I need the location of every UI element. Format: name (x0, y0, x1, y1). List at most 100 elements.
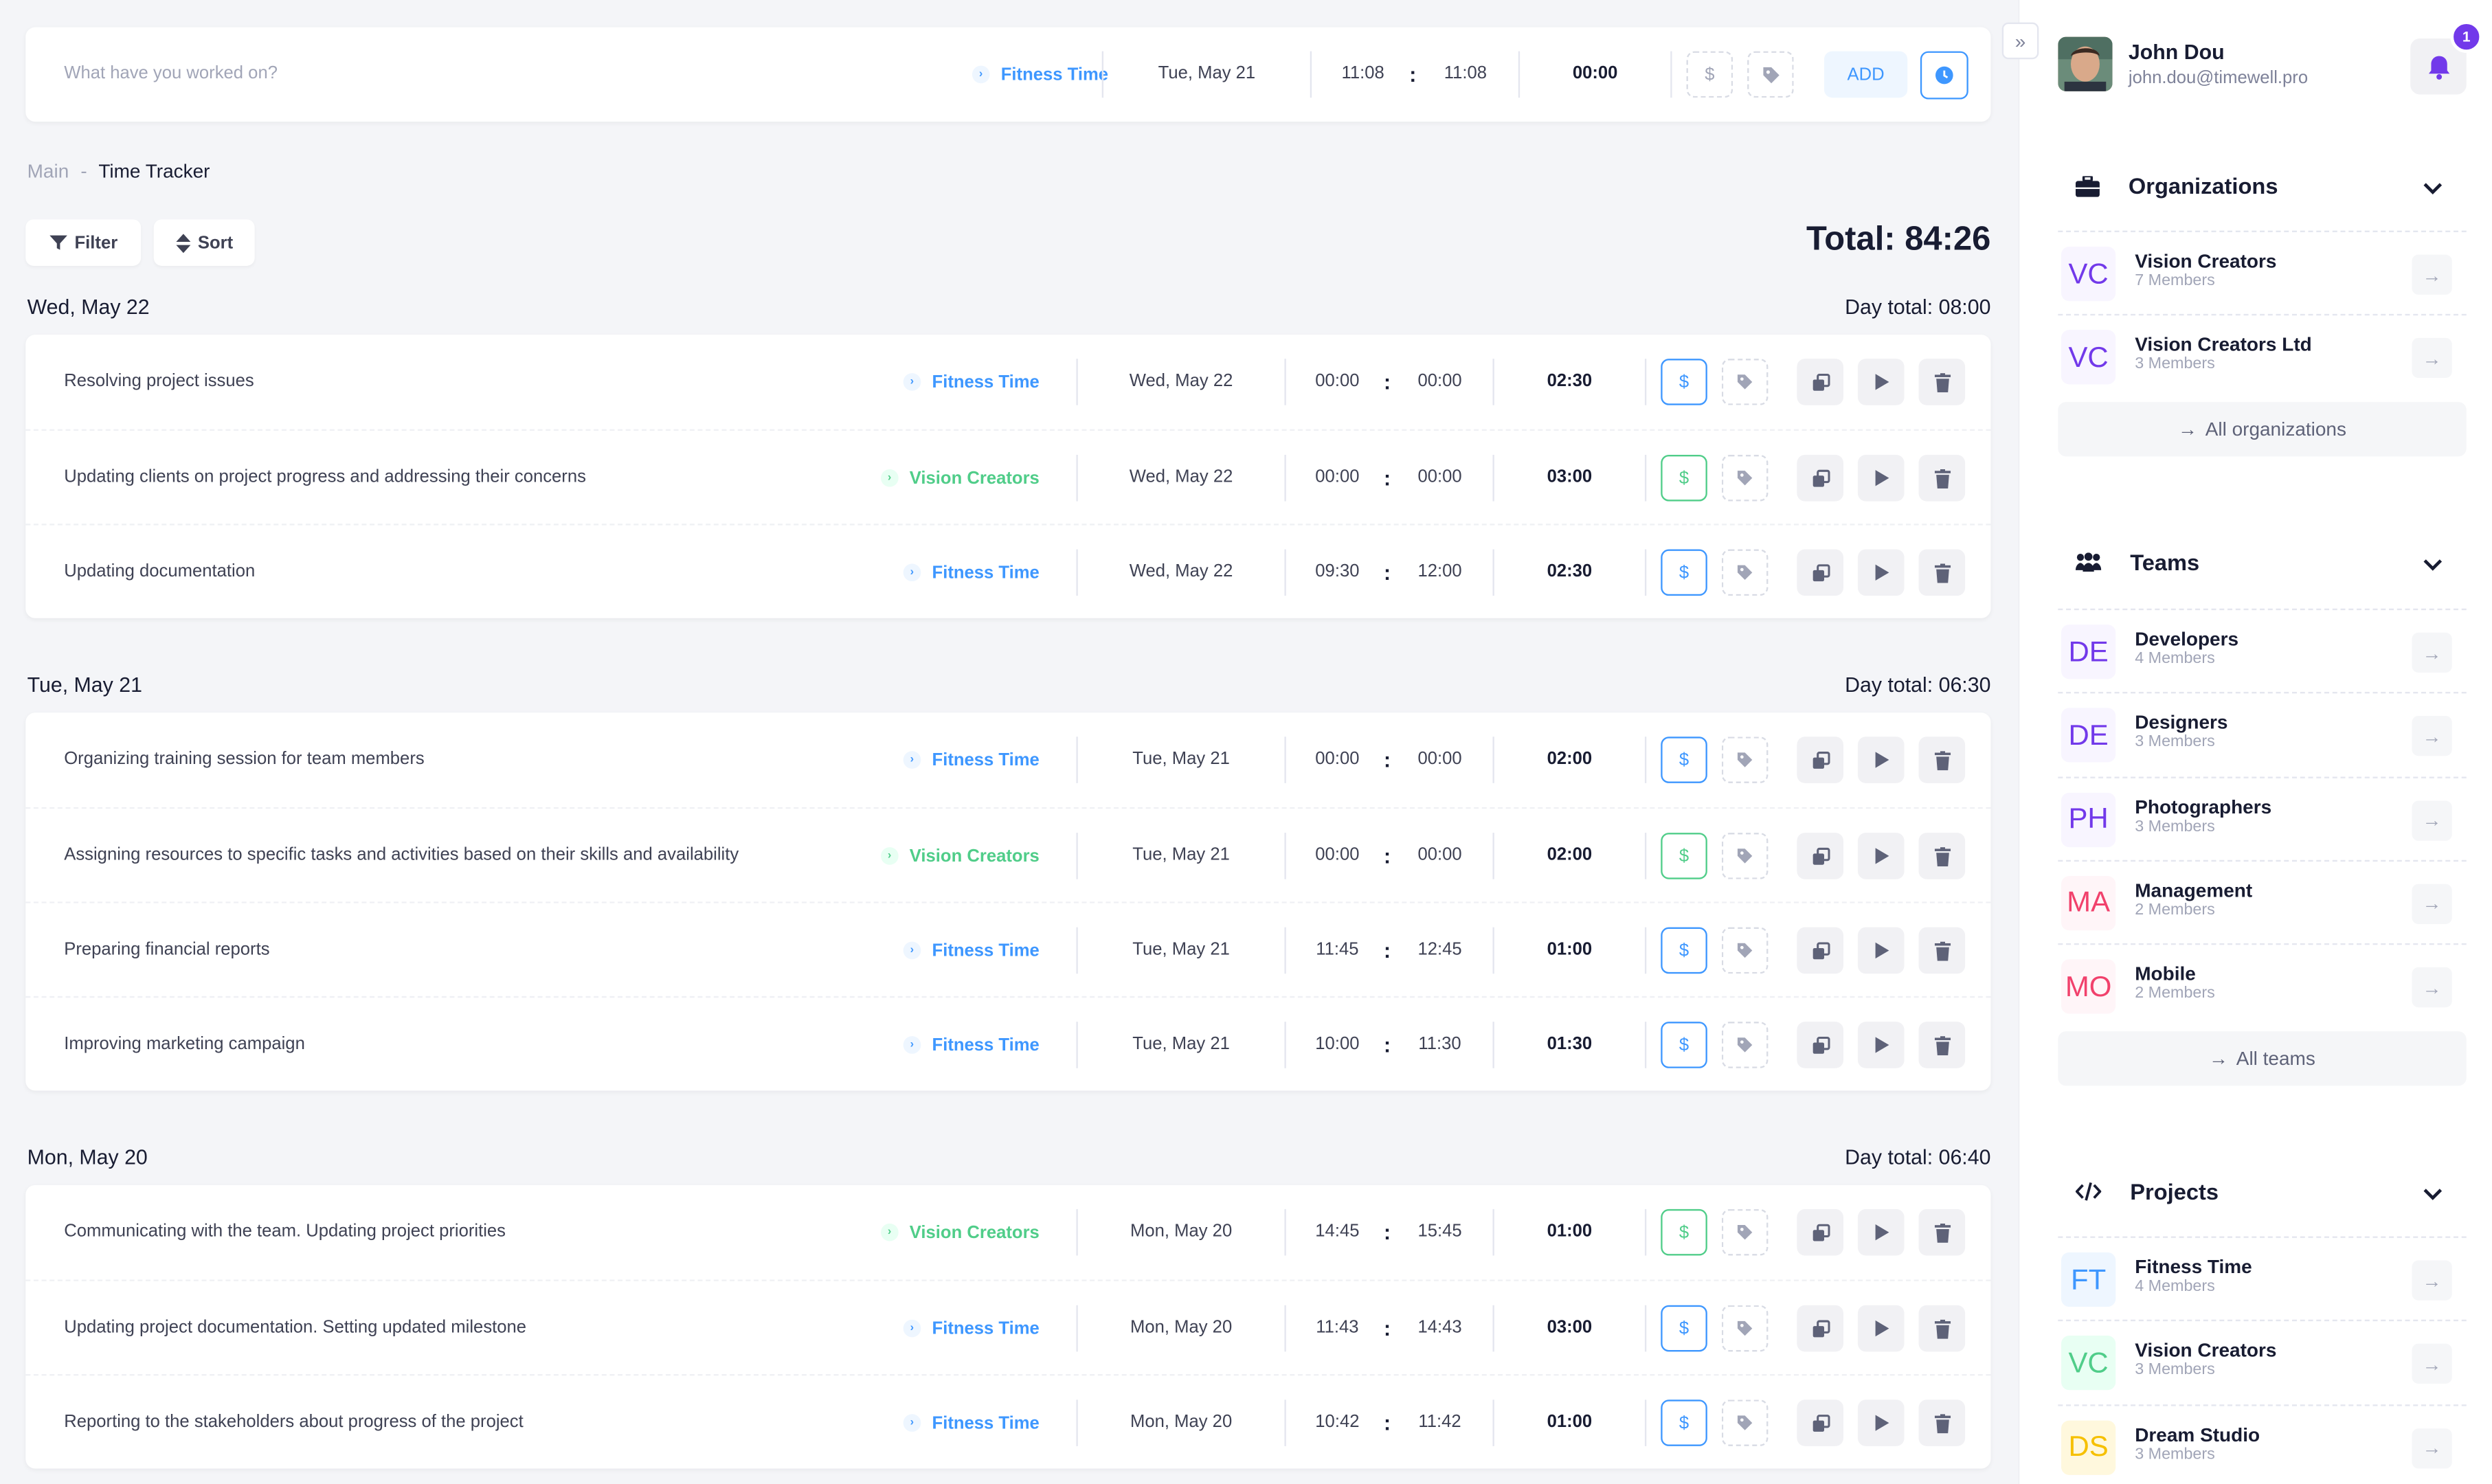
duplicate-button[interactable] (1797, 549, 1843, 596)
billable-toggle[interactable]: $ (1661, 1305, 1707, 1352)
arrow-right-icon[interactable]: → (2412, 1428, 2452, 1468)
entry-end-time[interactable]: 11:42 (1418, 1412, 1461, 1432)
time-entry-row[interactable]: Preparing financial reports › Fitness Ti… (25, 901, 1991, 998)
entry-end-time[interactable]: 11:30 (1418, 1034, 1461, 1054)
billable-toggle[interactable]: $ (1661, 737, 1707, 783)
add-entry-button[interactable]: ADD (1824, 51, 1908, 98)
entry-end-time[interactable]: 00:00 (1417, 845, 1462, 865)
chevron-down-icon[interactable] (2420, 1180, 2445, 1206)
duplicate-button[interactable] (1797, 1208, 1843, 1256)
entry-end-time[interactable]: 14:43 (1417, 1318, 1462, 1338)
duplicate-button[interactable] (1797, 1305, 1843, 1352)
entry-description[interactable]: Updating documentation (64, 562, 256, 582)
entry-date[interactable]: Wed, May 22 (1129, 562, 1233, 582)
time-entry-row[interactable]: Assigning resources to specific tasks an… (25, 807, 1991, 902)
tag-button[interactable] (1721, 1208, 1769, 1256)
arrow-right-icon[interactable]: → (2412, 716, 2452, 756)
tag-button[interactable] (1721, 1022, 1769, 1068)
sidebar-item[interactable]: DE Developers 4 Members → (2058, 608, 2467, 692)
delete-button[interactable] (1918, 737, 1966, 783)
entry-description[interactable]: Updating clients on project progress and… (64, 467, 586, 487)
entry-project[interactable]: › Fitness Time (903, 903, 1040, 998)
entry-date[interactable]: Tue, May 21 (1132, 1034, 1230, 1054)
duplicate-button[interactable] (1797, 359, 1843, 405)
duplicate-button[interactable] (1797, 1399, 1843, 1446)
project-selector[interactable]: › Fitness Time (932, 27, 1108, 122)
billable-toggle[interactable]: $ (1661, 549, 1707, 596)
play-button[interactable] (1857, 927, 1905, 974)
billable-toggle[interactable]: $ (1661, 1399, 1707, 1446)
sidebar-section-organizations[interactable]: Organizations (2075, 173, 2278, 199)
entry-description[interactable]: Reporting to the stakeholders about prog… (64, 1412, 524, 1432)
entry-date[interactable]: Mon, May 20 (1130, 1222, 1233, 1241)
play-button[interactable] (1857, 455, 1905, 502)
duplicate-button[interactable] (1797, 927, 1843, 974)
delete-button[interactable] (1918, 455, 1966, 502)
sidebar-item[interactable]: DE Designers 3 Members → (2058, 692, 2467, 776)
sidebar-section-teams[interactable]: Teams (2075, 550, 2199, 575)
time-entry-row[interactable]: Updating documentation › Fitness Time We… (25, 524, 1991, 620)
entry-project[interactable]: › Fitness Time (903, 1281, 1040, 1376)
delete-button[interactable] (1918, 359, 1966, 405)
entry-date[interactable]: Mon, May 20 (1130, 1318, 1233, 1338)
time-entry-row[interactable]: Updating clients on project progress and… (25, 429, 1991, 524)
sidebar-item[interactable]: MA Management 2 Members → (2058, 859, 2467, 943)
breadcrumb-root[interactable]: Main (27, 160, 69, 183)
entry-description[interactable]: Organizing training session for team mem… (64, 749, 425, 769)
avatar[interactable] (2058, 36, 2113, 91)
delete-button[interactable] (1918, 1208, 1966, 1256)
entry-project[interactable]: › Fitness Time (903, 335, 1040, 429)
play-button[interactable] (1857, 737, 1905, 783)
entry-start-time[interactable]: 00:00 (1315, 467, 1360, 487)
arrow-right-icon[interactable]: → (2412, 800, 2452, 840)
entry-end-time[interactable]: 12:00 (1417, 562, 1462, 582)
entry-start-time[interactable]: 10:00 (1315, 1034, 1360, 1054)
chevron-down-icon[interactable] (2420, 175, 2445, 200)
billable-toggle[interactable]: $ (1661, 455, 1707, 502)
duplicate-button[interactable] (1797, 1022, 1843, 1068)
entry-start-time[interactable]: 00:00 (1315, 845, 1360, 865)
delete-button[interactable] (1918, 1305, 1966, 1352)
billable-toggle[interactable]: $ (1661, 359, 1707, 405)
tag-button[interactable] (1747, 51, 1794, 98)
entry-description[interactable]: Preparing financial reports (64, 940, 270, 960)
sidebar-item[interactable]: VC Vision Creators 3 Members → (2058, 1320, 2467, 1403)
entry-description[interactable]: Assigning resources to specific tasks an… (64, 845, 739, 865)
tag-button[interactable] (1721, 359, 1769, 405)
entry-date[interactable]: Wed, May 22 (1129, 371, 1233, 391)
arrow-right-icon[interactable]: → (2412, 1344, 2452, 1384)
arrow-right-icon[interactable]: → (2412, 1260, 2452, 1301)
play-button[interactable] (1857, 359, 1905, 405)
tag-button[interactable] (1721, 833, 1769, 879)
sort-button[interactable]: Sort (153, 219, 255, 266)
entry-project[interactable]: › Fitness Time (903, 526, 1040, 620)
filter-button[interactable]: Filter (25, 219, 142, 266)
tag-button[interactable] (1721, 737, 1769, 783)
play-button[interactable] (1857, 1022, 1905, 1068)
delete-button[interactable] (1918, 1399, 1966, 1446)
billable-toggle[interactable]: $ (1686, 51, 1733, 98)
time-entry-row[interactable]: Resolving project issues › Fitness Time … (25, 335, 1990, 429)
billable-toggle[interactable]: $ (1661, 833, 1707, 879)
view-all-teams-button[interactable]: → All teams (2058, 1031, 2467, 1086)
entry-description[interactable]: Updating project documentation. Setting … (64, 1318, 527, 1338)
play-button[interactable] (1857, 833, 1905, 879)
entry-date[interactable]: Tue, May 21 (1132, 749, 1230, 769)
sidebar-item[interactable]: VC Vision Creators 7 Members → (2058, 230, 2467, 314)
entry-description[interactable]: Resolving project issues (64, 371, 254, 391)
tag-button[interactable] (1721, 1305, 1769, 1352)
time-entry-row[interactable]: Improving marketing campaign › Fitness T… (25, 996, 1991, 1091)
end-time-input[interactable]: 11:08 (1444, 64, 1488, 84)
entry-project[interactable]: › Fitness Time (903, 712, 1040, 807)
delete-button[interactable] (1918, 1022, 1966, 1068)
entry-project[interactable]: › Vision Creators (880, 1185, 1040, 1280)
entry-start-time[interactable]: 10:42 (1315, 1412, 1360, 1432)
delete-button[interactable] (1918, 549, 1966, 596)
entry-start-time[interactable]: 11:45 (1316, 940, 1359, 960)
duplicate-button[interactable] (1797, 455, 1843, 502)
sidebar-item[interactable]: VC Vision Creators Ltd 3 Members → (2058, 314, 2467, 398)
entry-project[interactable]: › Fitness Time (903, 1375, 1040, 1470)
entry-start-time[interactable]: 09:30 (1315, 562, 1360, 582)
delete-button[interactable] (1918, 927, 1966, 974)
play-button[interactable] (1857, 549, 1905, 596)
